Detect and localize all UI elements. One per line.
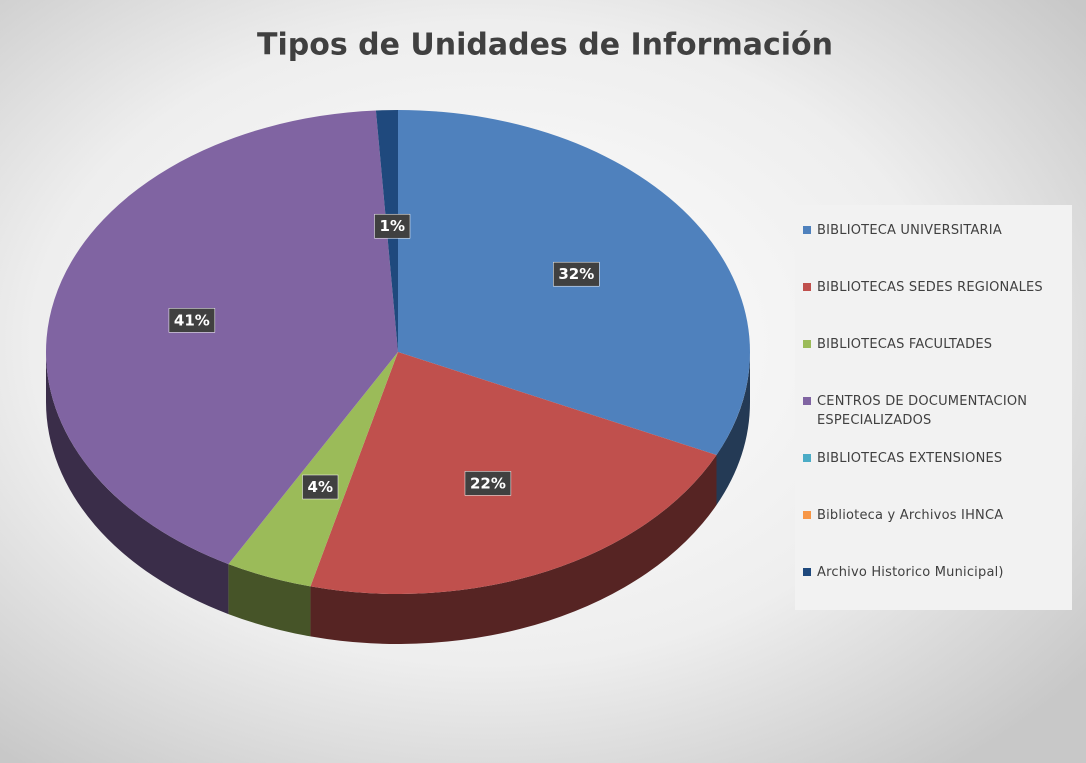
legend-label: Archivo Historico Municipal) [817, 565, 1004, 580]
data-label-box [168, 308, 216, 333]
legend-label: Biblioteca y Archivos IHNCA [817, 508, 1004, 523]
slice [228, 352, 398, 587]
data-label: 32% [553, 261, 600, 287]
legend-item: Biblioteca y Archivos IHNCA [795, 506, 1072, 563]
data-label-text: 32% [558, 265, 594, 283]
legend-swatch [803, 340, 811, 348]
data-label-box [553, 261, 600, 287]
legend-item: BIBLIOTECAS EXTENSIONES [795, 449, 1072, 506]
data-label: 4% [302, 474, 339, 500]
legend-swatch [803, 568, 811, 576]
legend-item: BIBLIOTECA UNIVERSITARIA [795, 221, 1072, 278]
legend-swatch [803, 283, 811, 291]
slice [46, 110, 398, 565]
data-label-box [374, 213, 411, 239]
slice [310, 352, 717, 594]
data-label-box [464, 471, 512, 496]
data-label-text: 1% [380, 217, 405, 235]
legend-label: BIBLIOTECA UNIVERSITARIA [817, 223, 1002, 238]
legend-swatch [803, 397, 811, 405]
chart-title: Tipos de Unidades de Información [257, 28, 833, 63]
slice-side [716, 352, 750, 506]
pie-tops [46, 110, 750, 594]
legend-item: CENTROS DE DOCUMENTACION ESPECIALIZADOS [795, 392, 1072, 449]
data-label-text: 41% [174, 311, 210, 329]
legend: BIBLIOTECA UNIVERSITARIA BIBLIOTECAS SEDE… [795, 205, 1072, 610]
slice-side [310, 455, 717, 644]
legend-item: Archivo Historico Municipal) [795, 563, 1072, 620]
legend-swatch [803, 454, 811, 462]
legend-swatch [803, 511, 811, 519]
slice-side [228, 564, 311, 637]
data-label: 22% [464, 471, 512, 496]
data-label: 1% [374, 213, 411, 239]
legend-label: BIBLIOTECAS SEDES REGIONALES [817, 280, 1043, 295]
data-label-text: 4% [308, 478, 333, 496]
pie-sides [46, 352, 750, 644]
legend-swatch [803, 226, 811, 234]
pie: 32% 22% 4% 41% 1% [46, 110, 750, 644]
data-label-box [302, 474, 339, 500]
slice-side [46, 352, 229, 615]
legend-label: BIBLIOTECAS EXTENSIONES [817, 451, 1003, 466]
legend-label: BIBLIOTECAS FACULTADES [817, 337, 993, 352]
legend-label: CENTROS DE DOCUMENTACION ESPECIALIZADOS [817, 394, 1028, 428]
legend-item: BIBLIOTECAS SEDES REGIONALES [795, 278, 1072, 335]
data-label: 41% [168, 308, 216, 333]
data-label-text: 22% [470, 474, 506, 492]
legend-item: BIBLIOTECAS FACULTADES [795, 335, 1072, 392]
